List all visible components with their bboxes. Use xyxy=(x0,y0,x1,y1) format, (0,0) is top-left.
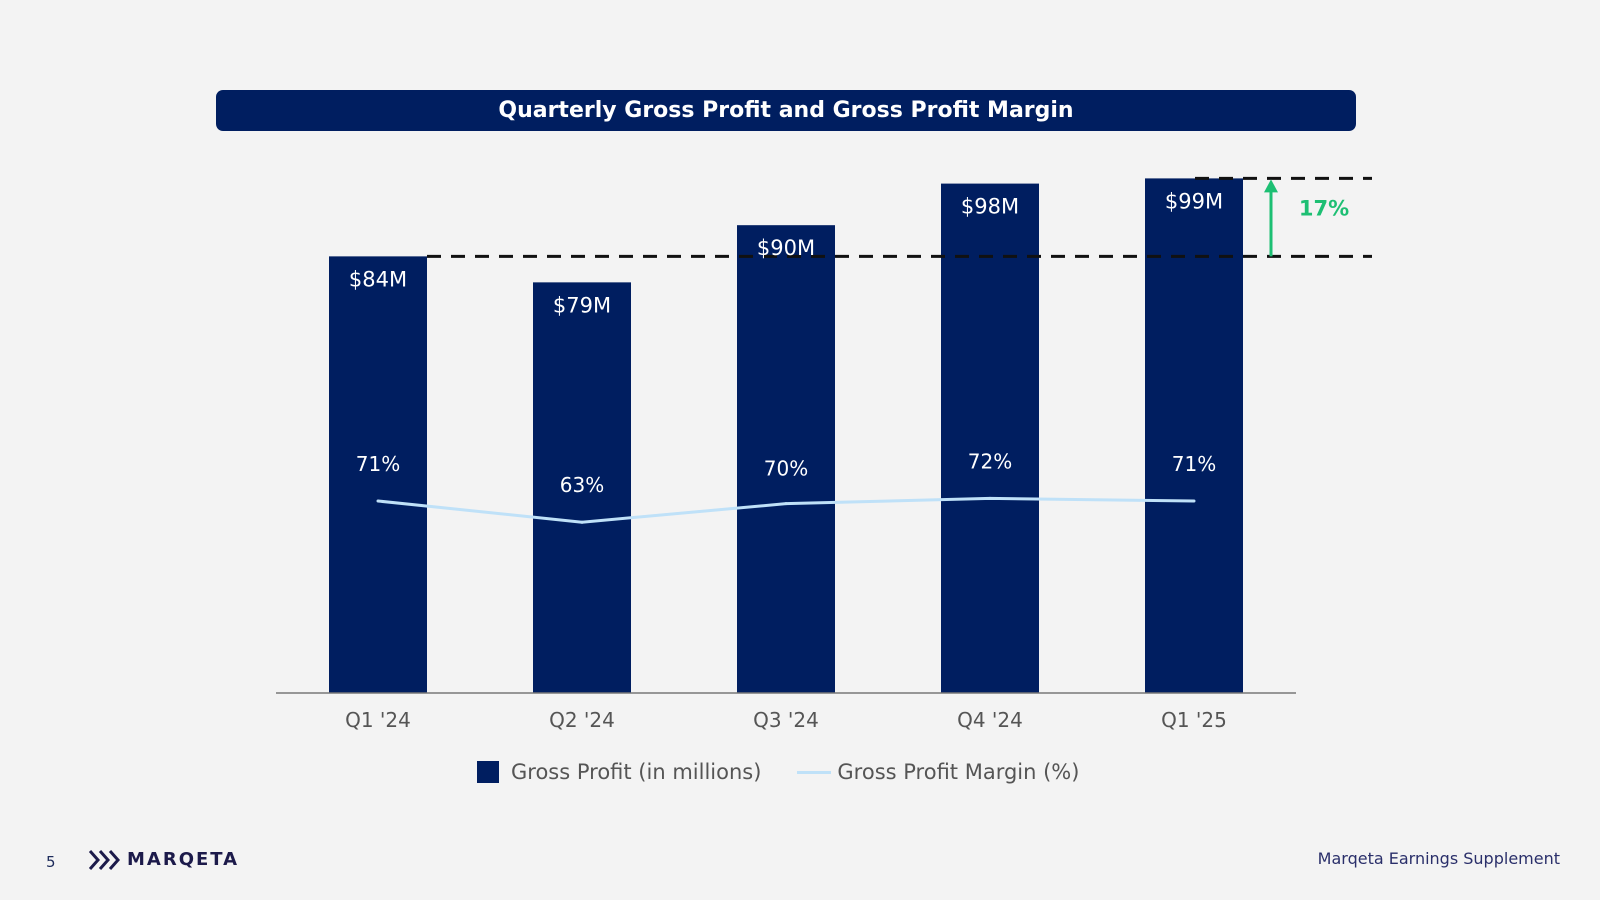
chart-title: Quarterly Gross Profit and Gross Profit … xyxy=(216,90,1356,131)
margin-value-label-2: 70% xyxy=(764,457,808,481)
legend-bar-label: Gross Profit (in millions) xyxy=(511,760,762,784)
x-tick-label-4: Q1 '25 xyxy=(1161,708,1227,732)
x-tick-label-1: Q2 '24 xyxy=(549,708,615,732)
legend-item-gross-profit-margin: Gross Profit Margin (%) xyxy=(797,760,1079,784)
growth-arrow-head xyxy=(1264,179,1278,193)
margin-point-4 xyxy=(1192,499,1196,503)
chevrons-icon xyxy=(89,849,121,870)
x-tick-label-2: Q3 '24 xyxy=(753,708,819,732)
margin-point-3 xyxy=(988,496,992,500)
marqeta-logo: MARQETA xyxy=(89,849,239,870)
margin-value-label-4: 71% xyxy=(1172,452,1216,476)
bar-0 xyxy=(329,256,427,693)
margin-line-layer xyxy=(376,496,1196,524)
margin-point-2 xyxy=(784,502,788,506)
bar-value-label-1: $79M xyxy=(553,293,611,317)
margin-point-1 xyxy=(580,520,584,524)
reference-lines-layer xyxy=(427,176,1372,258)
legend-line-swatch xyxy=(797,770,832,774)
bar-value-label-4: $99M xyxy=(1165,189,1223,213)
legend-bar-swatch xyxy=(477,761,499,783)
margin-value-label-3: 72% xyxy=(968,449,1012,473)
bar-4 xyxy=(1145,178,1243,693)
margin-value-label-0: 71% xyxy=(356,452,400,476)
bars-layer xyxy=(329,178,1243,693)
bar-1 xyxy=(533,282,631,693)
bar-value-label-2: $90M xyxy=(757,236,815,260)
x-axis-ticks-layer: Q1 '24 Q2 '24 Q3 '24 Q4 '24 Q1 '25 xyxy=(345,708,1227,732)
growth-annotation-label: 17% xyxy=(1299,196,1349,220)
page-number: 5 xyxy=(46,853,56,871)
labels-layer: $84M $79M $90M $98M $99M 17% 71% 63% 70% 72% 71% xyxy=(349,189,1349,497)
x-tick-label-0: Q1 '24 xyxy=(345,708,411,732)
margin-point-0 xyxy=(376,499,380,503)
bar-value-label-0: $84M xyxy=(349,267,407,291)
bar-value-label-3: $98M xyxy=(961,195,1019,219)
logo-wordmark: MARQETA xyxy=(127,849,240,870)
legend-line-label: Gross Profit Margin (%) xyxy=(837,760,1080,784)
legend-item-gross-profit: Gross Profit (in millions) xyxy=(477,760,761,784)
x-tick-label-3: Q4 '24 xyxy=(957,708,1023,732)
bar-3 xyxy=(941,183,1039,693)
legend: Gross Profit (in millions) Gross Profit … xyxy=(477,760,1115,784)
bar-2 xyxy=(737,225,835,693)
footer-document-title: Marqeta Earnings Supplement xyxy=(1317,849,1560,868)
margin-value-label-1: 63% xyxy=(560,473,604,497)
